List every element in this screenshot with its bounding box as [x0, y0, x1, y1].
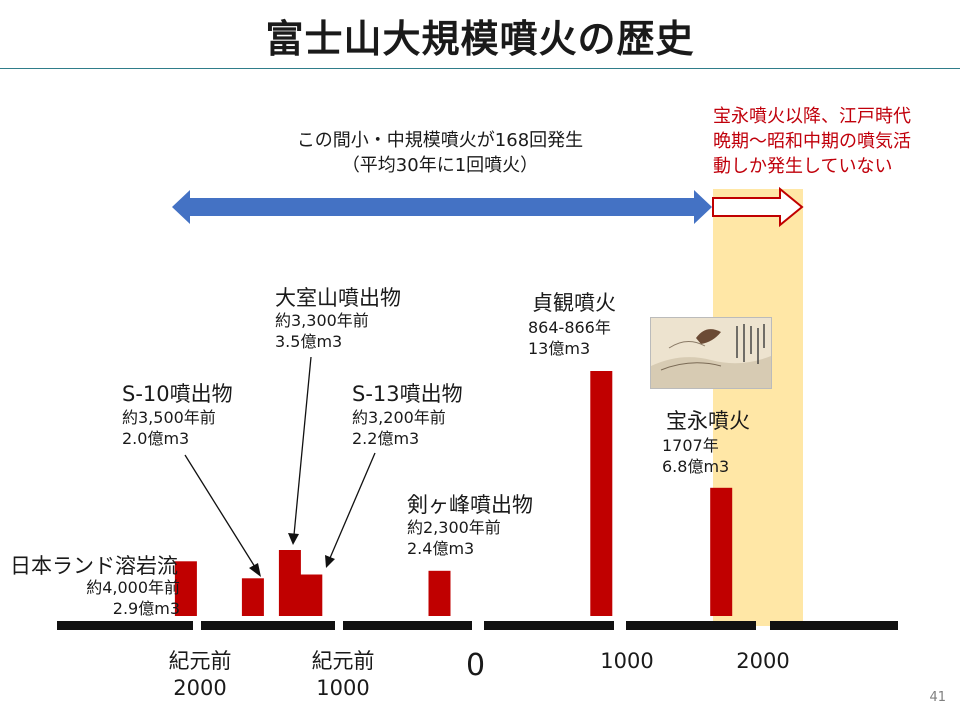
- eruption-bar: [710, 487, 733, 616]
- x-tick-label-bc2000: 紀元前 2000: [150, 648, 250, 702]
- eruption-bar: [590, 371, 613, 616]
- eruption-bar: [428, 570, 451, 616]
- event-volume: 6.8億m3: [662, 457, 730, 476]
- arrowhead-icon: [325, 555, 335, 568]
- pointer-arrows: [184, 356, 376, 577]
- arrowhead-icon: [249, 563, 261, 577]
- eruption-bar: [174, 561, 197, 616]
- event-info-jogan: 864-866年 13億m3: [528, 317, 611, 359]
- red-outline-arrow: [712, 186, 804, 228]
- x-tick-label-line2: 1000: [316, 676, 370, 700]
- x-tick-label-2000: 2000: [736, 649, 790, 673]
- timeline-axis: [57, 621, 898, 630]
- event-volume: 2.0億m3: [122, 429, 190, 448]
- event-name-s13: S-13噴出物: [352, 382, 463, 406]
- axis-segment: [626, 621, 756, 630]
- event-info-omuroyama: 約3,300年前 3.5億m3: [275, 310, 369, 352]
- x-tick-label-zero: 0: [466, 648, 486, 683]
- painting-image-icon: [651, 318, 771, 388]
- event-name-nihonrando: 日本ランド溶岩流: [10, 554, 178, 578]
- axis-segment: [343, 621, 472, 630]
- frequency-note: この間小・中規模噴火が168回発生 （平均30年に1回噴火）: [240, 128, 640, 178]
- hoei-eruption-painting: [650, 317, 772, 389]
- event-name-s10: S-10噴出物: [122, 382, 233, 406]
- event-volume: 2.2億m3: [352, 429, 420, 448]
- axis-segment: [201, 621, 335, 630]
- x-tick-label-bc1000: 紀元前 1000: [293, 648, 393, 702]
- post-hoei-note-line3: 動しか発生していない: [713, 156, 893, 177]
- event-info-hoei: 1707年 6.8億m3: [662, 435, 729, 477]
- x-tick-label-1000: 1000: [600, 649, 654, 673]
- pointer-arrow-s10: [184, 454, 256, 568]
- right-arrow-icon: [712, 186, 804, 228]
- pointer-arrow-s13: [329, 452, 376, 559]
- event-age: 約3,200年前: [352, 408, 446, 427]
- double-arrow-icon: [172, 190, 712, 224]
- event-age: 約3,500年前: [122, 408, 216, 427]
- post-hoei-note: 宝永噴火以降、江戸時代 晩期～昭和中期の噴気活 動しか発生していない: [713, 104, 953, 179]
- blue-double-arrow: [172, 190, 712, 224]
- event-name-omuroyama: 大室山噴出物: [275, 286, 401, 310]
- event-age: 約4,000年前: [86, 578, 180, 597]
- page-title: 富士山大規模噴火の歴史: [265, 17, 695, 61]
- eruption-bar: [278, 550, 301, 616]
- event-age: 約2,300年前: [407, 518, 501, 537]
- axis-segment: [770, 621, 898, 630]
- x-tick-label-line1: 紀元前: [311, 649, 375, 673]
- x-tick-label-line2: 2000: [173, 676, 227, 700]
- pointer-arrow-omuroyama: [293, 356, 312, 536]
- eruption-bars: [174, 371, 733, 616]
- eruption-bar: [241, 578, 264, 616]
- event-info-kengamine: 約2,300年前 2.4億m3: [407, 517, 501, 559]
- page-number: 41: [929, 690, 946, 705]
- event-age: 1707年: [662, 436, 719, 455]
- post-hoei-note-line2: 晩期～昭和中期の噴気活: [713, 131, 911, 152]
- x-tick-label-line1: 紀元前: [168, 649, 232, 673]
- eruption-bar: [300, 574, 323, 616]
- frequency-note-line1: この間小・中規模噴火が168回発生: [296, 130, 584, 151]
- event-age: 約3,300年前: [275, 311, 369, 330]
- title-divider: [0, 68, 960, 69]
- arrowhead-icon: [288, 533, 299, 545]
- event-age: 864-866年: [528, 318, 611, 337]
- frequency-note-line2: （平均30年に1回噴火）: [341, 155, 539, 176]
- event-info-s10: 約3,500年前 2.0億m3: [122, 407, 216, 449]
- event-info-s13: 約3,200年前 2.2億m3: [352, 407, 446, 449]
- event-info-nihonrando: 約4,000年前 2.9億m3: [50, 577, 180, 619]
- event-name-hoei: 宝永噴火: [666, 409, 750, 433]
- event-volume: 13億m3: [528, 339, 591, 358]
- post-hoei-note-line1: 宝永噴火以降、江戸時代: [713, 106, 911, 127]
- event-volume: 3.5億m3: [275, 332, 343, 351]
- event-volume: 2.4億m3: [407, 539, 475, 558]
- axis-segment: [57, 621, 193, 630]
- event-name-jogan: 貞観噴火: [532, 291, 616, 315]
- event-name-kengamine: 剣ヶ峰噴出物: [407, 493, 533, 517]
- event-volume: 2.9億m3: [112, 599, 180, 618]
- axis-segment: [484, 621, 614, 630]
